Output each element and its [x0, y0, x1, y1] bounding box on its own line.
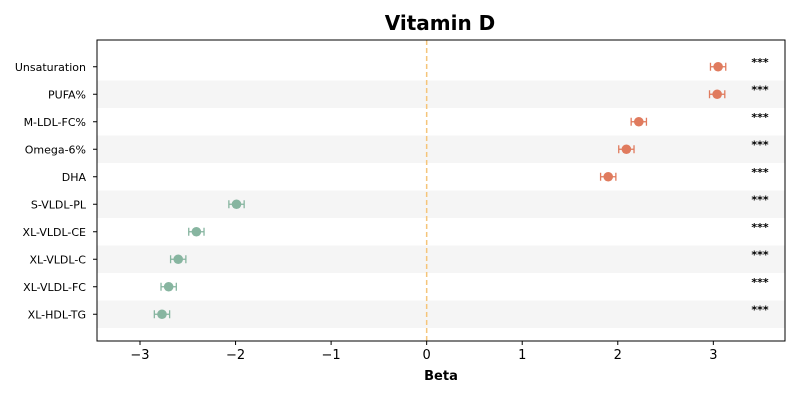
chart-title: Vitamin D	[385, 11, 496, 35]
y-tick-label: DHA	[62, 171, 87, 184]
point-marker	[603, 171, 614, 182]
significance-label: ***	[751, 111, 769, 124]
point-marker	[713, 61, 723, 72]
point-marker	[231, 199, 242, 210]
significance-label: ***	[751, 56, 769, 69]
data-point: ***	[599, 166, 769, 182]
y-tick-label: Unsaturation	[15, 61, 86, 74]
data-point: ***	[188, 221, 769, 237]
significance-label: ***	[751, 248, 769, 261]
significance-label: ***	[751, 221, 769, 234]
point-marker	[191, 226, 202, 237]
significance-label: ***	[751, 138, 769, 151]
row-band	[97, 190, 785, 218]
row-band	[97, 135, 785, 163]
data-point: ***	[169, 248, 769, 265]
data-point: ***	[708, 83, 769, 100]
data-point: ***	[160, 276, 769, 292]
y-axis: Unsaturation PUFA% M-LDL-FC% Omega-6% DHA S-V…	[15, 61, 97, 321]
y-tick-label: XL-VLDL-CE	[23, 226, 87, 239]
x-axis-label: Beta	[424, 369, 458, 384]
point-marker	[163, 281, 174, 292]
data-points: *** *** *** *** *** *** *** *** *** ***	[153, 56, 769, 320]
x-tick-label: 2	[614, 348, 622, 363]
significance-label: ***	[751, 276, 769, 289]
x-tick-label: −1	[322, 348, 341, 363]
point-marker	[634, 116, 644, 127]
data-point: ***	[630, 111, 769, 127]
x-tick-label: −3	[130, 348, 149, 363]
data-point: ***	[618, 138, 769, 155]
y-tick-label: S-VLDL-PL	[31, 198, 87, 211]
significance-label: ***	[751, 83, 769, 96]
y-tick-label: Omega-6%	[25, 143, 86, 156]
row-band	[97, 80, 785, 108]
y-tick-label: PUFA%	[48, 88, 86, 101]
y-tick-label: XL-VLDL-FC	[23, 281, 86, 294]
point-marker	[173, 254, 184, 265]
x-tick-label: 3	[709, 348, 717, 363]
significance-label: ***	[751, 193, 769, 206]
x-tick-label: 1	[518, 348, 526, 363]
significance-label: ***	[751, 166, 769, 179]
point-marker	[621, 144, 632, 155]
x-tick-label: 0	[423, 348, 431, 363]
y-tick-label: XL-VLDL-C	[29, 253, 86, 266]
y-tick-label: M-LDL-FC%	[24, 116, 86, 129]
row-bands	[97, 80, 785, 328]
significance-label: ***	[751, 303, 769, 316]
row-band	[97, 300, 785, 328]
plot-frame	[96, 39, 786, 342]
point-marker	[712, 89, 722, 100]
data-point: ***	[228, 193, 769, 210]
x-tick-label: −2	[226, 348, 245, 363]
y-tick-label: XL-HDL-TG	[28, 308, 86, 321]
data-point: ***	[709, 56, 769, 72]
data-point: ***	[153, 303, 769, 320]
point-marker	[157, 309, 167, 320]
row-band	[97, 245, 785, 273]
x-axis: −3 −2 −1 0 1 2 3	[130, 341, 717, 363]
